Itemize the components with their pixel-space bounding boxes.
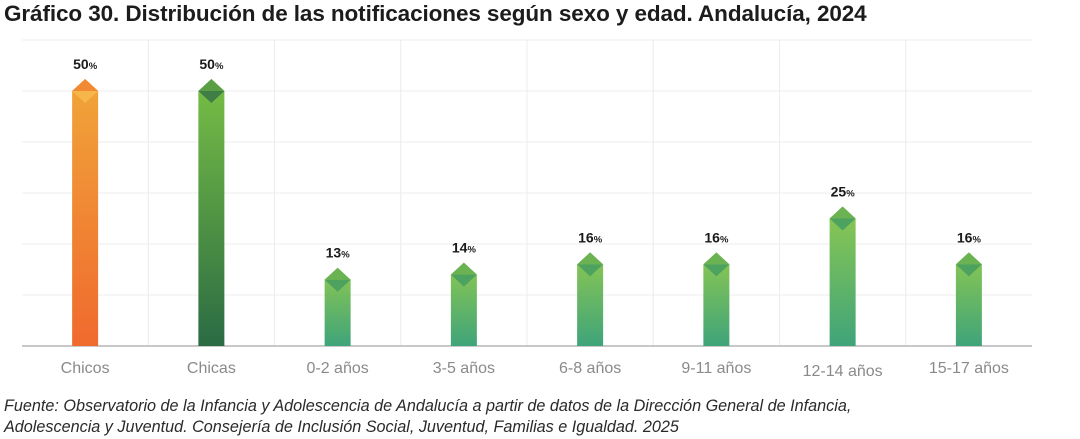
bar xyxy=(450,262,477,346)
x-tick-label: 0-2 años xyxy=(306,360,368,377)
bar-cap-top xyxy=(198,79,225,91)
bar-cap-top xyxy=(577,252,604,265)
data-label: 25% xyxy=(831,184,856,200)
data-label: 16% xyxy=(578,229,603,245)
bar-cap-top xyxy=(703,252,730,265)
bar xyxy=(72,79,99,346)
bar-cap-bottom xyxy=(955,264,982,277)
bar-cap-bottom xyxy=(198,91,225,103)
bar xyxy=(829,206,856,346)
x-tick-label: 6-8 años xyxy=(559,360,621,377)
bar xyxy=(198,79,225,346)
bar-cap-bottom xyxy=(72,91,99,103)
bar-cap-bottom xyxy=(703,264,730,277)
x-tick-label: Chicas xyxy=(187,360,236,377)
bar xyxy=(324,267,351,346)
bar-cap-top xyxy=(450,262,477,275)
bar-cap-bottom xyxy=(450,274,477,287)
bar-cap-top xyxy=(955,252,982,265)
bar xyxy=(703,252,730,346)
source-line-1: Fuente: Observatorio de la Infancia y Ad… xyxy=(4,397,852,415)
x-tick-label: 15-17 años xyxy=(929,360,1009,377)
data-label: 16% xyxy=(704,229,729,245)
bar xyxy=(955,252,982,346)
data-label: 14% xyxy=(452,240,477,256)
x-tick-label: 12-14 años xyxy=(803,363,883,380)
bar-cap-bottom xyxy=(324,279,351,292)
bar-cap-top xyxy=(829,206,856,219)
source-note: Fuente: Observatorio de la Infancia y Ad… xyxy=(4,396,851,438)
source-line-2: Adolescencia y Juventud. Consejería de I… xyxy=(4,418,679,436)
bar-cap-bottom xyxy=(829,218,856,231)
chart-title: Gráfico 30. Distribución de las notifica… xyxy=(4,1,867,26)
x-tick-label: 3-5 años xyxy=(433,360,495,377)
data-label: 50% xyxy=(199,56,224,72)
data-label: 16% xyxy=(957,229,982,245)
x-tick-label: 9-11 años xyxy=(681,360,751,377)
bar-cap-top xyxy=(324,267,351,280)
data-label: 13% xyxy=(326,245,351,261)
x-tick-label: Chicos xyxy=(61,360,110,377)
bar-cap-top xyxy=(72,79,99,91)
bar xyxy=(577,252,604,346)
bar-cap-bottom xyxy=(577,264,604,277)
data-label: 50% xyxy=(73,56,98,72)
